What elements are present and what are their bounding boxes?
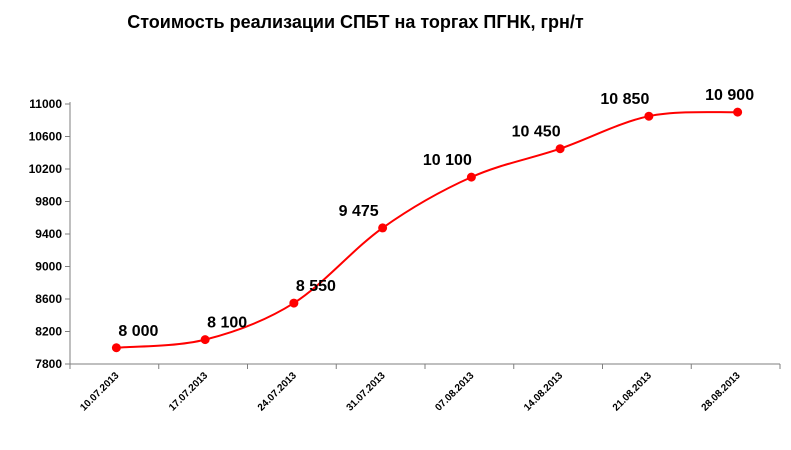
- x-tick-label: 14.08.2013: [522, 370, 565, 413]
- x-tick-label: 28.08.2013: [700, 370, 743, 413]
- data-point: [466, 172, 476, 182]
- data-point: [289, 298, 299, 308]
- y-tick-label: 11000: [29, 97, 62, 111]
- y-tick-label: 9000: [35, 260, 62, 274]
- y-tick-label: 10600: [29, 130, 63, 144]
- data-label: 8 000: [118, 323, 158, 340]
- data-label: 8 550: [296, 278, 336, 295]
- data-label: 10 100: [423, 152, 472, 169]
- y-tick-label: 9800: [35, 195, 62, 209]
- y-tick-label: 7800: [35, 357, 62, 371]
- data-point: [378, 223, 388, 233]
- data-labels-layer: 8 000 8 100 8 550 9 475 10 100 10 450 10 850 10…: [118, 87, 754, 340]
- data-label: 8 100: [207, 315, 247, 332]
- x-tick-label: 31.07.2013: [345, 370, 388, 413]
- data-label: 10 900: [705, 87, 754, 104]
- data-point: [200, 335, 210, 345]
- data-point: [644, 111, 654, 121]
- data-label: 10 450: [512, 124, 561, 141]
- data-point: [733, 107, 743, 117]
- chart-title: Стоимость реализации СПБТ на торгах ПГНК…: [127, 12, 584, 32]
- x-tick-label: 17.07.2013: [167, 370, 210, 413]
- series-line: [116, 111, 738, 349]
- chart-axes: [69, 102, 780, 365]
- series-layer: [111, 107, 743, 353]
- data-point: [111, 343, 121, 353]
- x-axis-ticks: 10.07.2013 17.07.2013 24.07.2013 31.07.2013…: [69, 364, 781, 414]
- x-tick-label: 07.08.2013: [433, 370, 476, 413]
- y-axis-ticks: 7800 8200 8600 9000 9400 9800 10200 10600 11000: [29, 97, 70, 371]
- data-point: [555, 144, 565, 154]
- y-tick-label: 8600: [35, 292, 62, 306]
- x-tick-label: 10.07.2013: [78, 370, 121, 413]
- y-tick-label: 10200: [29, 162, 63, 176]
- y-tick-label: 8200: [35, 325, 62, 339]
- y-tick-label: 9400: [35, 227, 62, 241]
- x-tick-label: 21.08.2013: [611, 370, 654, 413]
- data-label: 10 850: [600, 91, 649, 108]
- x-tick-label: 24.07.2013: [256, 370, 299, 413]
- data-label: 9 475: [339, 203, 379, 220]
